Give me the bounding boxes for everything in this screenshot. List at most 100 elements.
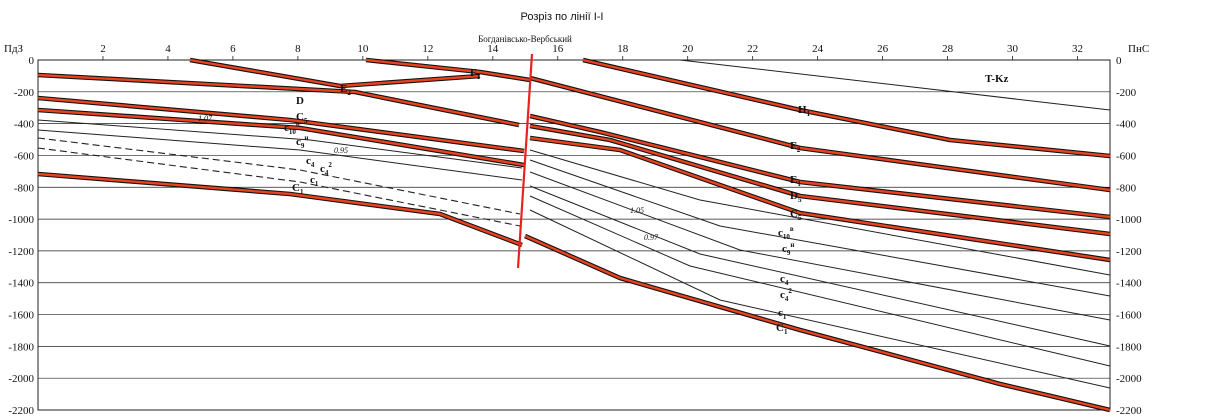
x-tick-label: 32 — [1072, 43, 1083, 55]
marker-horizon — [529, 124, 1111, 236]
marker-horizon — [529, 76, 1111, 192]
depth-tick-right: -1800 — [1116, 341, 1142, 353]
label-c1-left: c1 — [310, 174, 319, 188]
x-tick-label: 14 — [487, 43, 499, 55]
depth-tick-left: -200 — [14, 87, 35, 99]
marker-horizon — [37, 96, 525, 153]
label-h1: H1 — [798, 104, 811, 118]
coef-097: 0.97 — [644, 233, 659, 242]
label-c5: C5 — [790, 208, 802, 222]
right-end-label: ПнС — [1128, 43, 1149, 55]
label-f2: F2 — [790, 140, 801, 154]
coef-105: 1.05 — [630, 206, 644, 215]
horizon-labels: E2 F1 H1 T-Kz D C5 c10в c9н c4 c42 c1 C1… — [284, 67, 1009, 336]
marker-horizon-edge — [37, 171, 523, 248]
depth-tick-left: -2000 — [8, 373, 34, 385]
marker-horizon — [37, 172, 523, 247]
label-c1: c1 — [778, 307, 787, 321]
fault: Богданівсько-Вербський — [478, 34, 572, 269]
coefficient-labels: 1.07 0.95 1.05 0.97 — [198, 114, 659, 242]
horizon-lines — [37, 57, 1111, 413]
coef-107: 1.07 — [198, 114, 213, 123]
x-tick-label: 24 — [812, 43, 824, 55]
depth-tick-left: -600 — [14, 150, 35, 162]
depth-tick-right: 0 — [1116, 55, 1122, 67]
x-tick-label: 18 — [617, 43, 629, 55]
horizon-line — [529, 209, 1111, 389]
horizon-line — [37, 119, 523, 169]
depth-tick-right: -1400 — [1116, 278, 1142, 290]
x-tick-label: 4 — [165, 43, 171, 55]
marker-horizon — [524, 234, 1111, 412]
marker-horizon-edge — [582, 57, 1111, 159]
x-tick-label: 2 — [100, 43, 106, 55]
depth-tick-left: -800 — [14, 182, 35, 194]
x-tick-label: 22 — [747, 43, 758, 55]
depth-tick-left: -1600 — [8, 310, 34, 322]
x-tick-label: 26 — [877, 43, 889, 55]
label-tkz: T-Kz — [985, 73, 1009, 85]
marker-horizon — [365, 58, 531, 82]
depth-tick-right: -600 — [1116, 150, 1137, 162]
marker-horizon-edge — [524, 233, 1111, 413]
label-e1: E1 — [790, 174, 801, 188]
depth-tick-left: -1200 — [8, 246, 34, 258]
depth-tick-left: -400 — [14, 119, 35, 131]
label-d5: D5 — [790, 190, 802, 204]
label-c10b-left: c10в — [284, 120, 300, 136]
x-tick-label: 10 — [357, 43, 369, 55]
marker-horizon — [529, 114, 1111, 219]
fault-line — [516, 53, 534, 269]
horizon-line — [529, 185, 1111, 347]
depth-tick-right: -800 — [1116, 182, 1137, 194]
label-d-left: D — [296, 95, 304, 107]
label-c4: c4 — [780, 273, 789, 287]
fault-name: Богданівсько-Вербський — [478, 34, 572, 44]
x-tick-label: 30 — [1007, 43, 1019, 55]
depth-tick-right: -200 — [1116, 87, 1137, 99]
marker-horizon-edge — [189, 57, 481, 89]
label-c9n: c9н — [782, 241, 794, 257]
x-tick-label: 6 — [230, 43, 236, 55]
horizon-dashed-line — [37, 147, 521, 227]
label-c10b: c10в — [778, 225, 794, 241]
horizon-line — [679, 59, 1111, 111]
depth-tick-right: -1000 — [1116, 214, 1142, 226]
section-frame — [37, 59, 1111, 411]
horizon-dashed-line — [37, 137, 521, 215]
label-c4-left: c4 — [306, 155, 315, 169]
label-c4-2: c42 — [780, 287, 792, 303]
depth-tick-left: 0 — [29, 55, 35, 67]
label-c4-2-left: c42 — [320, 161, 332, 177]
depth-tick-right: -2000 — [1116, 373, 1142, 385]
label-e2: E2 — [340, 83, 351, 97]
label-c9n-left: c9н — [296, 134, 308, 150]
x-tick-label: 28 — [942, 43, 954, 55]
marker-horizon-edge — [529, 113, 1111, 220]
depth-tick-left: -1000 — [8, 214, 34, 226]
marker-horizon — [529, 136, 1111, 262]
x-tick-label: 16 — [552, 43, 564, 55]
x-tick-label: 20 — [682, 43, 694, 55]
marker-horizon — [37, 73, 520, 127]
label-f1: F1 — [470, 67, 481, 81]
label-c1-thick-left: C1 — [292, 182, 304, 196]
marker-horizon — [189, 58, 481, 88]
x-tick-label: 12 — [422, 43, 433, 55]
depth-grid — [37, 56, 1111, 411]
label-c5-left: C5 — [296, 111, 308, 125]
horizon-line — [529, 149, 1111, 276]
depth-tick-right: -1600 — [1116, 310, 1142, 322]
depth-tick-left: -1400 — [8, 278, 34, 290]
horizon-line — [37, 129, 523, 181]
left-end-label: ПдЗ — [4, 43, 24, 55]
depth-tick-left: -2200 — [8, 405, 34, 417]
depth-tick-right: -2200 — [1116, 405, 1142, 417]
marker-horizon — [37, 108, 525, 167]
marker-horizon — [582, 58, 1111, 158]
x-tick-label: 8 — [295, 43, 301, 55]
horizon-line — [529, 171, 1111, 321]
coef-095: 0.95 — [334, 146, 348, 155]
depth-tick-right: -400 — [1116, 119, 1137, 131]
